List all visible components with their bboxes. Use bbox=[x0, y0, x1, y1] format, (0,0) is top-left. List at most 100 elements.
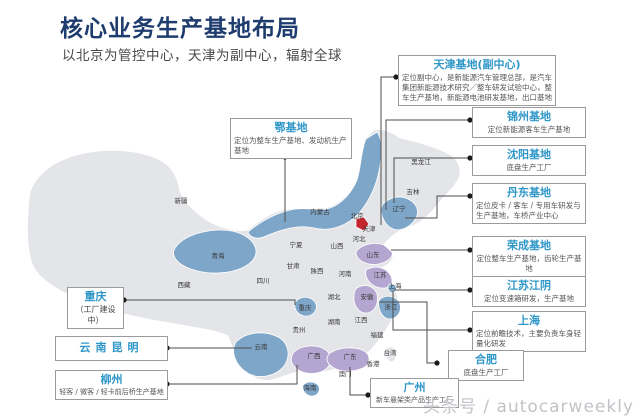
province-label: 贵州 bbox=[293, 325, 306, 334]
province-label: 内蒙古 bbox=[310, 207, 330, 216]
base-desc: （工厂建设中） bbox=[75, 304, 116, 325]
base-title: 广州 bbox=[403, 381, 426, 394]
province-label: 新疆 bbox=[175, 196, 189, 205]
province-label: 黑龙江 bbox=[411, 157, 431, 166]
base-desc: 定位副中心，是新能源汽车管理总部，是汽车集团新能源技术研究／整车研发试验中心，整… bbox=[402, 72, 552, 102]
connector-line bbox=[124, 299, 296, 305]
base-title: 云南昆明 bbox=[79, 341, 144, 354]
base-title: 荣成基地 bbox=[507, 239, 551, 252]
province-shape bbox=[173, 229, 257, 274]
base-desc: 定位皮卡 / 客车 / 专用车研发与生产基地，车桥产业中心 bbox=[476, 200, 581, 220]
connector-dot bbox=[467, 155, 473, 161]
base-title: 锦州基地 bbox=[507, 110, 551, 123]
province-label: 浙江 bbox=[385, 302, 399, 311]
province-label: 青海 bbox=[212, 251, 226, 260]
province-shape bbox=[353, 285, 378, 314]
taiwan-island-shape bbox=[384, 346, 397, 363]
connector-line bbox=[379, 301, 437, 364]
base-box-jinzhou: 锦州基地 定位新能源客车生产基地 bbox=[472, 107, 586, 138]
page-subtitle: 以北京为管控中心，天津为副中心，辐射全球 bbox=[62, 48, 342, 64]
base-box-jiangyin: 江苏江阴 定位变速箱研发，生产基地 bbox=[472, 276, 586, 307]
province-shape bbox=[290, 345, 332, 374]
base-desc: 定位为整车生产基地、发动机生产基地 bbox=[234, 135, 347, 155]
base-desc: 定位新能源客车生产基地 bbox=[487, 124, 571, 134]
province-label: 陕西 bbox=[311, 266, 325, 275]
province-label: 四川 bbox=[257, 277, 270, 285]
province-label: 上海 bbox=[389, 281, 403, 290]
base-box-rongcheng: 荣成基地 定位整车生产基地，齿轮生产基地 bbox=[472, 236, 586, 277]
base-desc: 新车悬架类产品生产工厂 bbox=[376, 395, 453, 404]
connector-dot bbox=[467, 327, 473, 333]
base-box-e-base: 鄂基地 定位为整车生产基地、发动机生产基地 bbox=[230, 118, 352, 159]
connector-line bbox=[392, 291, 470, 331]
province-label: 海南 bbox=[304, 383, 318, 392]
province-shape bbox=[233, 332, 289, 377]
base-desc: 底盘生产工厂 bbox=[506, 162, 552, 172]
base-box-kunming: 云南昆明 bbox=[55, 336, 168, 361]
connector-dot bbox=[467, 117, 473, 123]
base-box-shanghai: 上海 定位前瞻技术，主要负责车身轻量化研发 bbox=[472, 311, 586, 352]
connector-line bbox=[393, 157, 470, 203]
base-box-tianjin: 天津基地(副中心) 定位副中心，是新能源汽车管理总部，是汽车集团新能源技术研究／整… bbox=[398, 55, 556, 107]
province-shape bbox=[355, 243, 393, 265]
connector-line bbox=[405, 195, 470, 219]
base-box-shenyang: 沈阳基地 底盘生产工厂 bbox=[472, 145, 586, 176]
base-box-liuzhou: 柳州 轻客 / 微客 / 轻卡前后桥生产基地 bbox=[55, 370, 168, 401]
connector-line bbox=[349, 367, 368, 396]
base-title: 上海 bbox=[518, 314, 540, 327]
connector-line bbox=[380, 76, 396, 225]
province-label: 吉林 bbox=[407, 187, 421, 196]
base-desc: 定位变速箱研发，生产基地 bbox=[484, 293, 574, 303]
province-label: 福建 bbox=[371, 330, 385, 339]
province-label: 江西 bbox=[355, 316, 369, 324]
base-title: 重庆 bbox=[84, 290, 107, 303]
base-box-dandong: 丹东基地 定位皮卡 / 客车 / 专用车研发与生产基地，车桥产业中心 bbox=[472, 183, 586, 224]
province-label: 安徽 bbox=[361, 292, 375, 301]
province-label: 湖南 bbox=[328, 317, 342, 326]
base-box-chongqing: 重庆 （工厂建设中） bbox=[67, 287, 124, 330]
connector-dot bbox=[467, 247, 473, 253]
province-label: 香港 bbox=[367, 359, 381, 368]
province-label: 云南 bbox=[255, 342, 269, 351]
base-desc: 定位前瞻技术，主要负责车身轻量化研发 bbox=[476, 328, 581, 348]
page-title: 核心业务生产基地布局 bbox=[60, 16, 300, 42]
connector-dot bbox=[434, 360, 440, 366]
province-label: 山东 bbox=[367, 250, 381, 259]
province-label: 广西 bbox=[308, 351, 322, 360]
base-box-guangzhou: 广州 新车悬架类产品生产工厂 bbox=[370, 378, 459, 409]
connector-line bbox=[167, 365, 298, 385]
base-title: 柳州 bbox=[100, 373, 123, 386]
connector-dot bbox=[467, 287, 473, 293]
province-shape bbox=[294, 296, 317, 317]
base-desc: 底盘生产工厂 bbox=[463, 367, 509, 377]
province-shape bbox=[355, 216, 370, 232]
province-label: 宁夏 bbox=[290, 240, 304, 249]
province-label: 广东 bbox=[344, 352, 358, 361]
province-label: 北京 bbox=[351, 211, 365, 220]
watermark-text: 头条号 / autocarweekly bbox=[423, 397, 634, 417]
province-label: 山西 bbox=[331, 241, 345, 250]
base-title: 丹东基地 bbox=[507, 186, 551, 199]
province-label: 澳门 bbox=[339, 369, 352, 378]
base-desc: 定位整车生产基地，齿轮生产基地 bbox=[476, 253, 582, 273]
connector-line bbox=[385, 119, 470, 210]
province-label: 甘肃 bbox=[287, 261, 301, 270]
province-label: 西藏 bbox=[178, 280, 192, 289]
province-shape bbox=[326, 347, 370, 372]
province-shape bbox=[302, 381, 320, 397]
connector-dot bbox=[393, 74, 399, 80]
province-label: 河北 bbox=[353, 235, 367, 243]
base-box-hefei: 合肥 底盘生产工厂 bbox=[448, 350, 524, 381]
province-label: 重庆 bbox=[299, 303, 313, 312]
province-label: 湖北 bbox=[328, 292, 342, 301]
province-label: 江苏 bbox=[374, 270, 388, 279]
connector-dot bbox=[365, 392, 371, 398]
base-title: 合肥 bbox=[475, 353, 497, 366]
connector-dot bbox=[467, 193, 473, 199]
province-label: 天津 bbox=[363, 225, 377, 233]
province-label: 台湾 bbox=[384, 348, 398, 357]
base-desc: 轻客 / 微客 / 轻卡前后桥生产基地 bbox=[59, 387, 164, 396]
base-title: 江苏江阴 bbox=[507, 279, 551, 292]
